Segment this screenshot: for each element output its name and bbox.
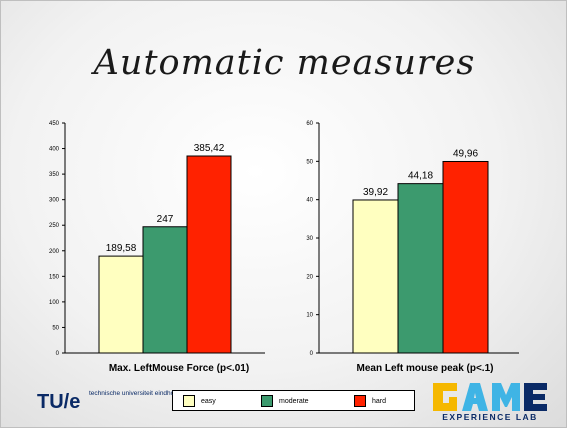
bar-moderate (397, 183, 444, 354)
data-label-moderate: 44,18 (408, 171, 433, 182)
chart-legend: easy moderate hard (172, 390, 415, 411)
tue-logo: TU/e (37, 391, 81, 413)
legend-label-hard: hard (372, 397, 387, 405)
y-tick-label: 50 (52, 325, 59, 331)
chart-2: 0 10 20 30 40 50 60 39,92 44,18 49,96 Mean Left mo… (306, 121, 519, 374)
y-tick-label: 0 (56, 351, 60, 357)
data-label-hard: 385,42 (194, 143, 225, 154)
bar-hard (442, 160, 489, 354)
y-tick-label: 200 (49, 249, 60, 255)
chart-1: 0 50 100 150 200 250 300 350 400 450 189,58 247 385,… (49, 121, 265, 374)
y-tick-label: 250 (49, 223, 60, 229)
bar-hard (186, 155, 232, 354)
y-tick-label: 400 (49, 147, 60, 153)
data-label-moderate: 247 (157, 214, 174, 225)
legend-item-hard: hard (354, 394, 386, 408)
y-tick-label: 50 (306, 159, 313, 165)
bar-moderate (142, 226, 188, 354)
y-tick-label: 20 (306, 274, 313, 280)
y-tick-label: 300 (49, 198, 60, 204)
bar-easy (352, 199, 399, 354)
game-logo-mark (433, 383, 547, 411)
game-experience-lab-logo: EXPERIENCE LAB (431, 379, 549, 423)
slide-title: Automatic measures (93, 43, 476, 83)
legend-swatch-moderate (261, 395, 273, 407)
y-tick-label: 450 (49, 121, 60, 127)
y-tick-label: 100 (49, 300, 60, 306)
legend-swatch-easy (183, 395, 195, 407)
legend-swatch-hard (354, 395, 366, 407)
chart-title: Max. LeftMouse Force (p<.01) (109, 363, 249, 374)
game-logo-subtitle: EXPERIENCE LAB (442, 412, 538, 422)
data-label-hard: 49,96 (453, 148, 478, 159)
y-tick-label: 60 (306, 121, 313, 127)
legend-item-moderate: moderate (261, 394, 309, 408)
y-tick-label: 0 (310, 351, 314, 357)
tue-institution-text: technische universiteit eindhoven (89, 390, 173, 397)
chart-title: Mean Left mouse peak (p<.1) (357, 363, 494, 374)
legend-label-moderate: moderate (279, 397, 309, 405)
data-label-easy: 39,92 (363, 187, 388, 198)
y-tick-label: 40 (306, 198, 313, 204)
legend-label-easy: easy (201, 397, 216, 405)
y-tick-label: 350 (49, 172, 60, 178)
y-tick-label: 10 (306, 313, 313, 319)
legend-item-easy: easy (183, 394, 216, 408)
data-label-easy: 189,58 (106, 243, 137, 254)
bar-easy (98, 255, 144, 354)
y-tick-label: 150 (49, 274, 60, 280)
y-tick-label: 30 (306, 236, 313, 242)
